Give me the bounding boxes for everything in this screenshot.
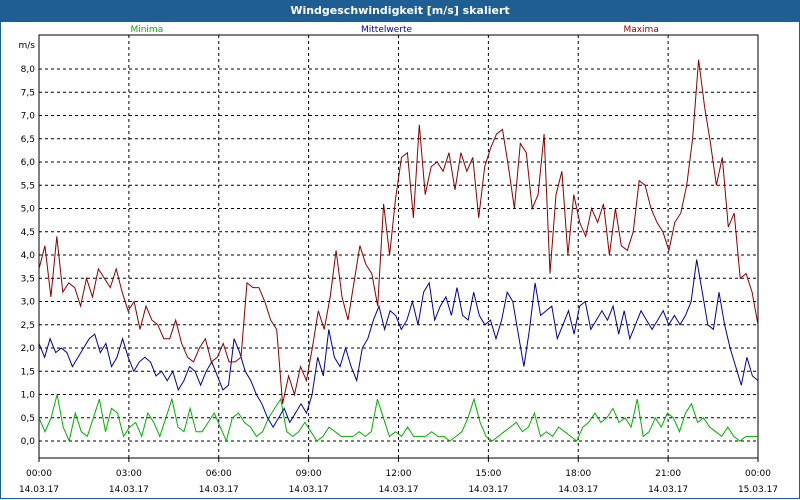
y-tick-label: 3,5	[21, 274, 35, 284]
x-tick-date: 14.03.17	[468, 485, 508, 495]
x-tick-time: 12:00	[386, 469, 412, 479]
legend-maxima: Maxima	[623, 25, 658, 35]
y-tick-label: 6,0	[21, 158, 36, 168]
x-tick-date: 14.03.17	[648, 485, 688, 495]
y-tick-label: 7,0	[21, 112, 36, 122]
x-tick-time: 15:00	[475, 469, 501, 479]
x-tick-date: 14.03.17	[289, 485, 329, 495]
y-tick-label: 2,0	[21, 344, 36, 354]
x-tick-date: 14.03.17	[19, 485, 59, 495]
y-tick-label: 7,5	[21, 88, 35, 98]
y-tick-label: 6,5	[21, 135, 35, 145]
plot-area-border	[38, 34, 759, 459]
chart-title-bar: Windgeschwindigkeit [m/s] skaliert	[0, 0, 800, 22]
y-tick-label: 3,0	[21, 298, 36, 308]
x-tick-time: 03:00	[116, 469, 142, 479]
y-tick-label: 5,0	[21, 205, 36, 215]
x-tick-date: 15.03.17	[738, 485, 778, 495]
y-tick-label: 0,5	[21, 414, 35, 424]
x-tick-time: 06:00	[206, 469, 232, 479]
x-tick-time: 18:00	[565, 469, 591, 479]
x-tick-date: 14.03.17	[558, 485, 598, 495]
x-tick-time: 00:00	[745, 469, 771, 479]
legend-minima: Minima	[130, 25, 163, 35]
series-line-maxima	[38, 59, 759, 404]
x-tick-time: 00:00	[26, 469, 52, 479]
y-tick-label: 4,5	[21, 228, 35, 238]
x-tick-date: 14.03.17	[199, 485, 239, 495]
x-tick-time: 09:00	[296, 469, 322, 479]
series-line-minima	[38, 394, 758, 443]
y-tick-label: 0,0	[21, 437, 36, 447]
y-tick-label: 8,0	[21, 65, 36, 75]
series-line-mittelwerte	[38, 259, 759, 429]
x-tick-date: 14.03.17	[109, 485, 149, 495]
y-tick-label: 2,5	[21, 321, 35, 331]
y-tick-label: 4,0	[21, 251, 36, 261]
y-tick-label: 1,0	[21, 391, 36, 401]
y-tick-label: 5,5	[21, 181, 35, 191]
legend-mittelwerte: Mittelwerte	[361, 25, 412, 35]
y-tick-label: 1,5	[21, 367, 35, 377]
x-tick-date: 14.03.17	[378, 485, 418, 495]
chart-title: Windgeschwindigkeit [m/s] skaliert	[290, 4, 510, 17]
y-unit-label: m/s	[19, 41, 36, 51]
x-tick-time: 21:00	[655, 469, 681, 479]
